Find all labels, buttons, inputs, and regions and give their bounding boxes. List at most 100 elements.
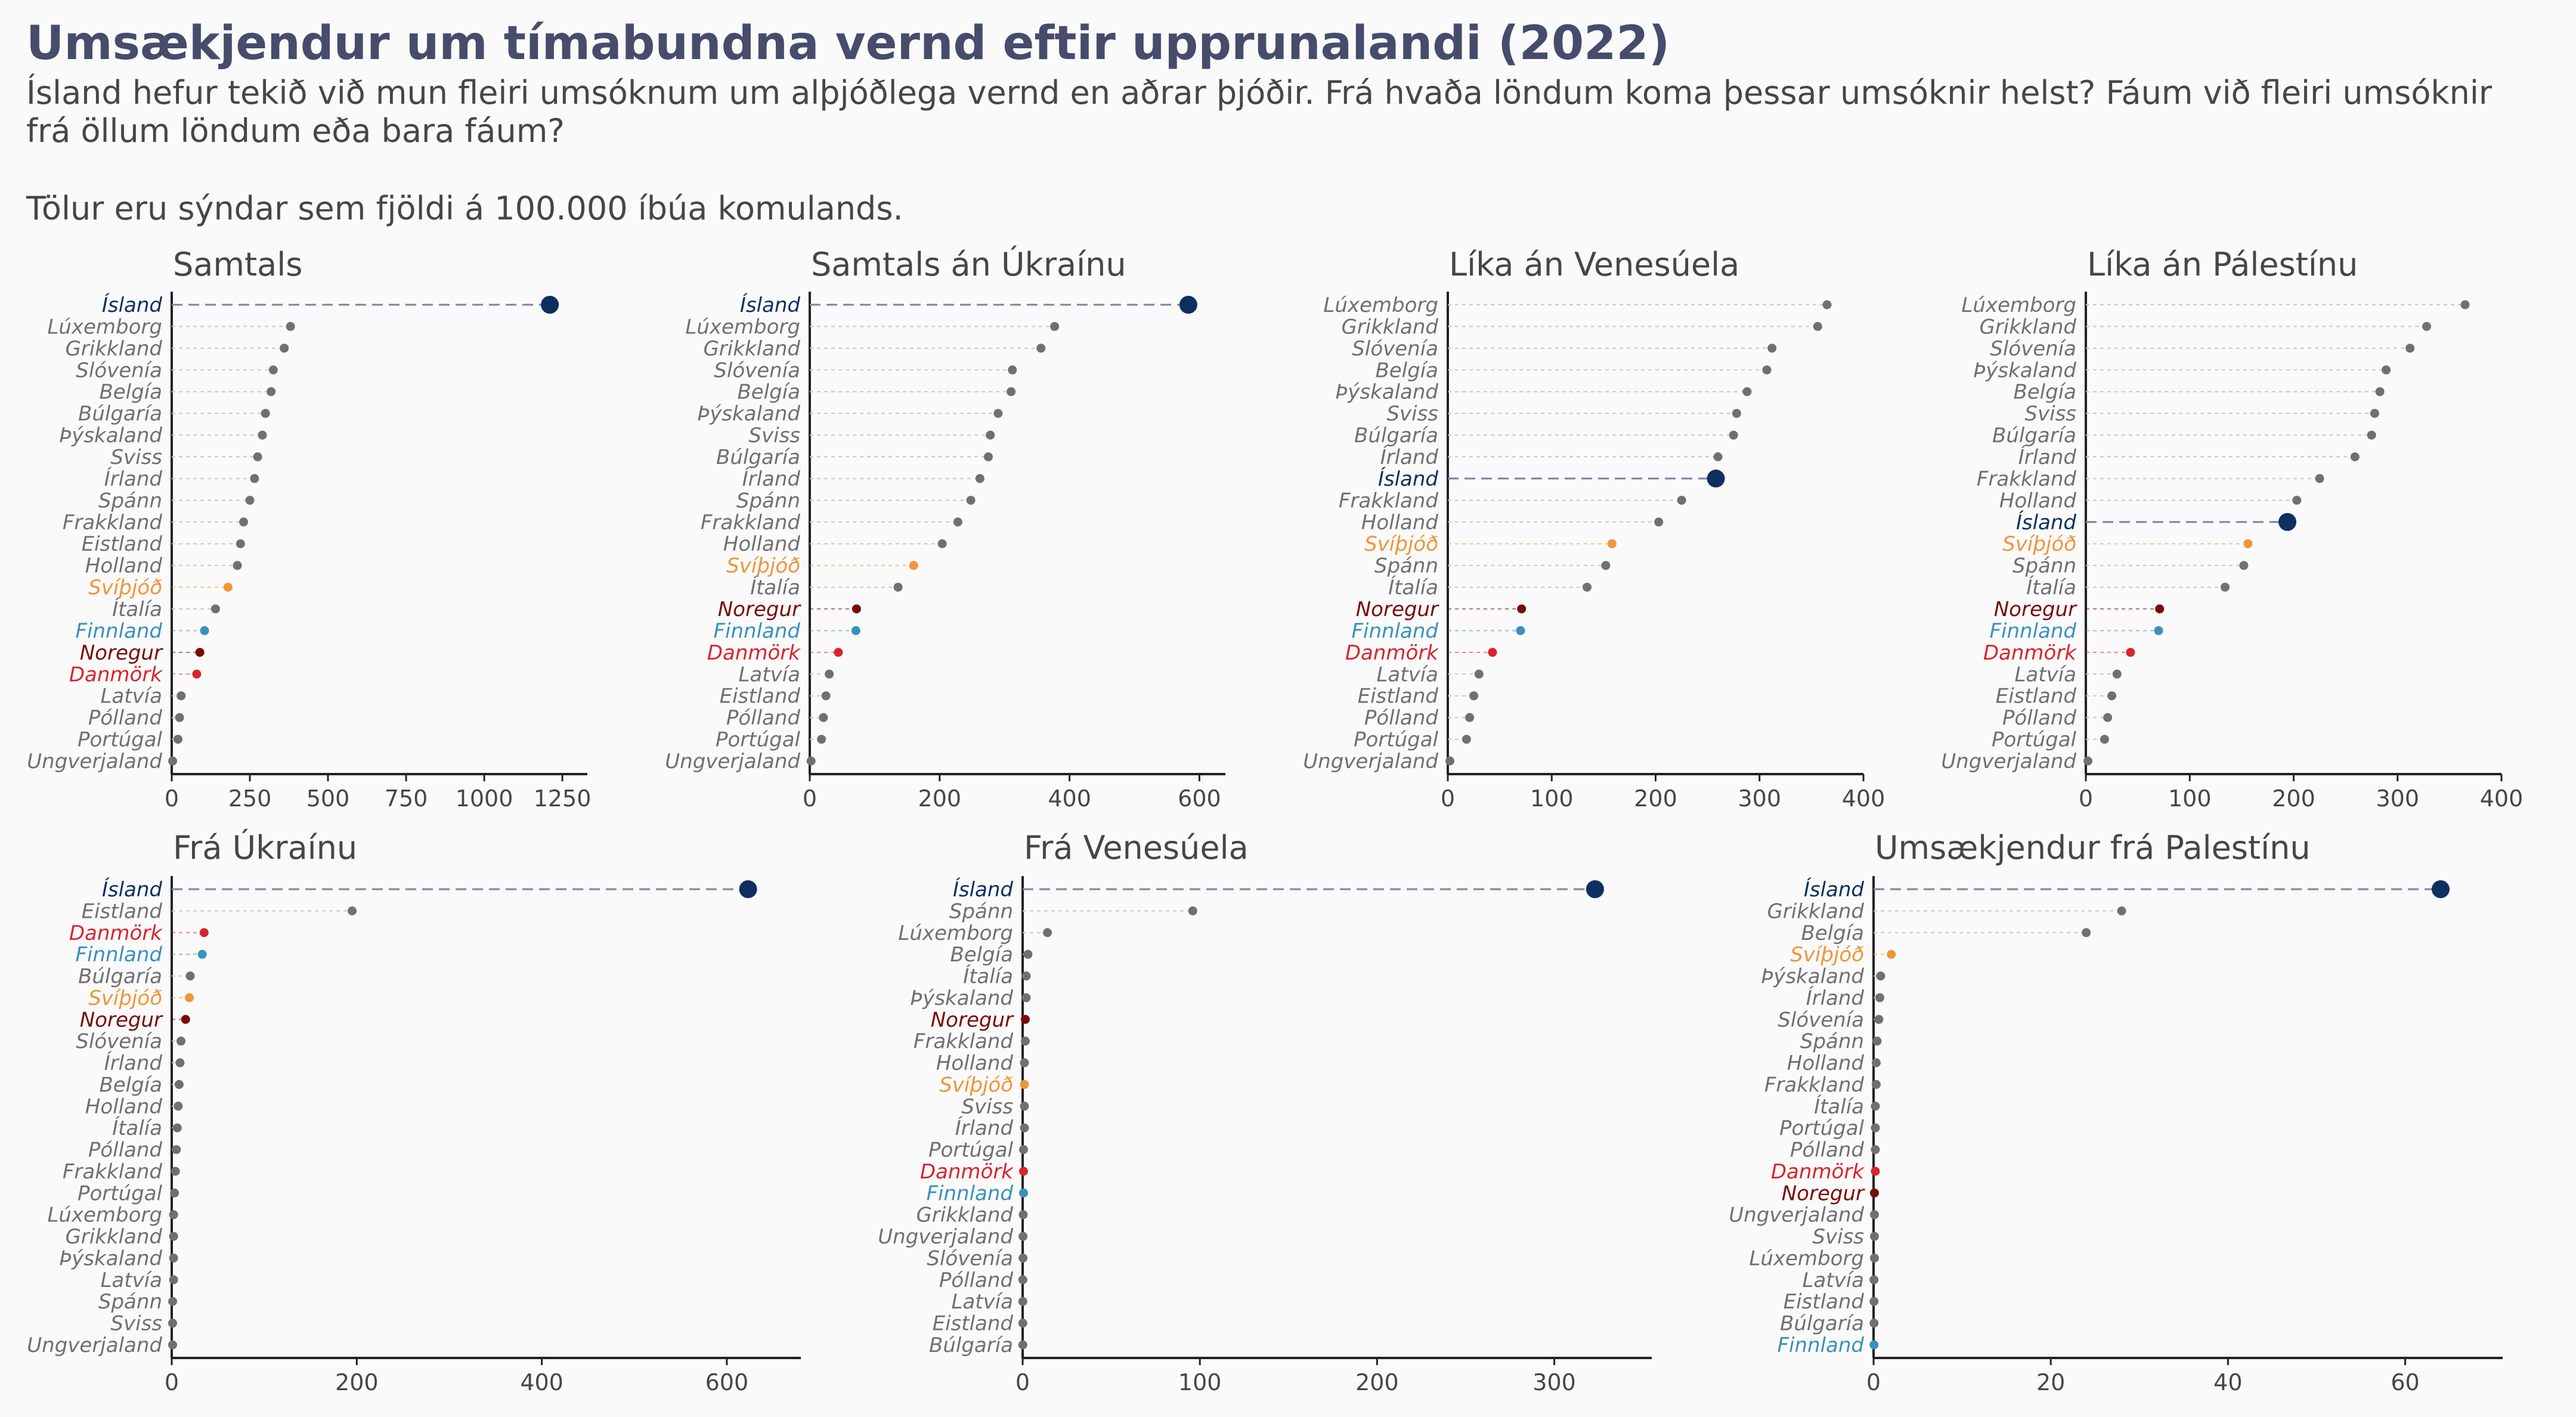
data-point [1586,880,1604,898]
data-point [851,626,860,635]
country-label: Belgía [1801,921,1864,945]
data-point [169,1275,178,1285]
data-point [2083,756,2092,766]
country-label: Pólland [1790,1138,1865,1162]
data-point [834,648,843,657]
x-tick-label: 400 [520,1369,564,1396]
data-point [169,1253,178,1263]
data-point [2117,906,2126,915]
country-label: Búlgaría [1780,1312,1864,1336]
country-label: Pólland [1364,706,1439,730]
country-label: Ungverjaland [1941,750,2076,774]
country-label: Grikkland [703,337,800,361]
country-label: Slóvenía [76,1030,162,1054]
x-tick-label: 60 [2391,1369,2419,1396]
country-label: Þýskaland [60,1246,163,1270]
country-label: Noregur [931,1008,1014,1032]
data-point [1742,387,1752,397]
x-tick-label: 200 [335,1369,379,1396]
x-tick-label: 0 [165,1369,179,1396]
country-label: Lúxemborg [898,921,1013,945]
data-point [2155,604,2165,614]
data-point [1007,387,1016,397]
country-label: Ungverjaland [27,750,162,774]
data-point [169,1232,178,1241]
data-point [181,1014,190,1024]
country-label: Lúxemborg [1961,293,2076,317]
data-point [825,669,834,679]
country-label: Frakkland [63,1160,163,1184]
country-label: Þýskaland [1761,965,1865,989]
x-tick-label: 20 [2036,1369,2065,1396]
data-point [1872,1037,1882,1046]
data-point [1822,300,1832,310]
country-label: Búlgaría [716,445,800,469]
data-point [1018,1167,1028,1176]
data-point [169,1210,178,1220]
data-point [1871,1102,1880,1111]
data-point [821,691,831,701]
country-label: Grikkland [1979,315,2076,339]
data-point [2107,691,2117,701]
data-point [2375,387,2385,397]
chart-panel-5: Frá Úkraínu 0 200 400 600 ÍslandEistlandDanmö… [27,829,801,1396]
data-point [2292,496,2302,505]
data-point [1871,1123,1880,1133]
country-label: Ítalía [963,964,1013,989]
country-label: Belgía [950,943,1013,967]
country-label: Þýskaland [1974,358,2077,382]
country-label: Ítalía [1388,576,1438,600]
country-label: Eistland [1996,685,2077,708]
data-point [1767,344,1777,353]
data-point [1871,1167,1880,1176]
data-point [174,1079,184,1089]
x-tick-label: 600 [705,1369,749,1396]
data-point [2239,561,2249,570]
data-point [1488,648,1497,657]
data-point [1036,344,1046,353]
country-label: Portúgal [928,1138,1014,1162]
data-point [267,387,276,397]
country-label: Spánn [98,1290,162,1314]
country-label: Írland [104,1051,163,1075]
country-label: Ítalía [112,597,162,621]
country-label: Frakkland [1764,1073,1865,1097]
country-label: Noregur [1782,1181,1865,1205]
country-label: Latvía [100,1269,162,1292]
data-point [852,604,861,614]
country-label: Noregur [1994,598,2077,621]
x-tick-label: 0 [2079,785,2093,812]
country-label: Finnland [75,619,162,643]
data-point [1023,949,1033,959]
data-point [1020,1058,1029,1068]
x-tick-label: 250 [228,785,272,812]
data-point [1707,469,1725,488]
data-point [2382,365,2391,375]
data-point [1869,1319,1879,1328]
data-point [2350,452,2360,462]
country-label: Þýskaland [698,402,801,426]
country-label: Pólland [726,706,801,730]
country-label: Grikkland [65,1225,162,1249]
x-tick-label: 400 [2480,785,2524,812]
country-label: Slóvenía [1352,337,1438,361]
country-label: Holland [85,1095,163,1119]
country-label: Belgía [2013,380,2076,404]
country-label: Finnland [1777,1334,1864,1357]
data-point [2460,300,2470,310]
data-point [236,539,245,549]
country-label: Latvía [738,663,800,686]
country-label: Frakkland [1977,467,2077,491]
data-point [2103,713,2113,722]
country-label: Frakkland [1339,489,1439,513]
country-label: Þýskaland [911,986,1014,1010]
data-point [1732,409,1741,418]
country-label: Slóvenía [76,358,162,382]
country-label: Latvía [100,685,162,708]
x-tick-label: 300 [1738,785,1781,812]
country-label: Latvía [1802,1269,1864,1292]
data-point [2220,583,2230,592]
country-label: Spánn [98,489,162,513]
data-point [1871,1145,1880,1155]
data-point [1874,1014,1884,1024]
